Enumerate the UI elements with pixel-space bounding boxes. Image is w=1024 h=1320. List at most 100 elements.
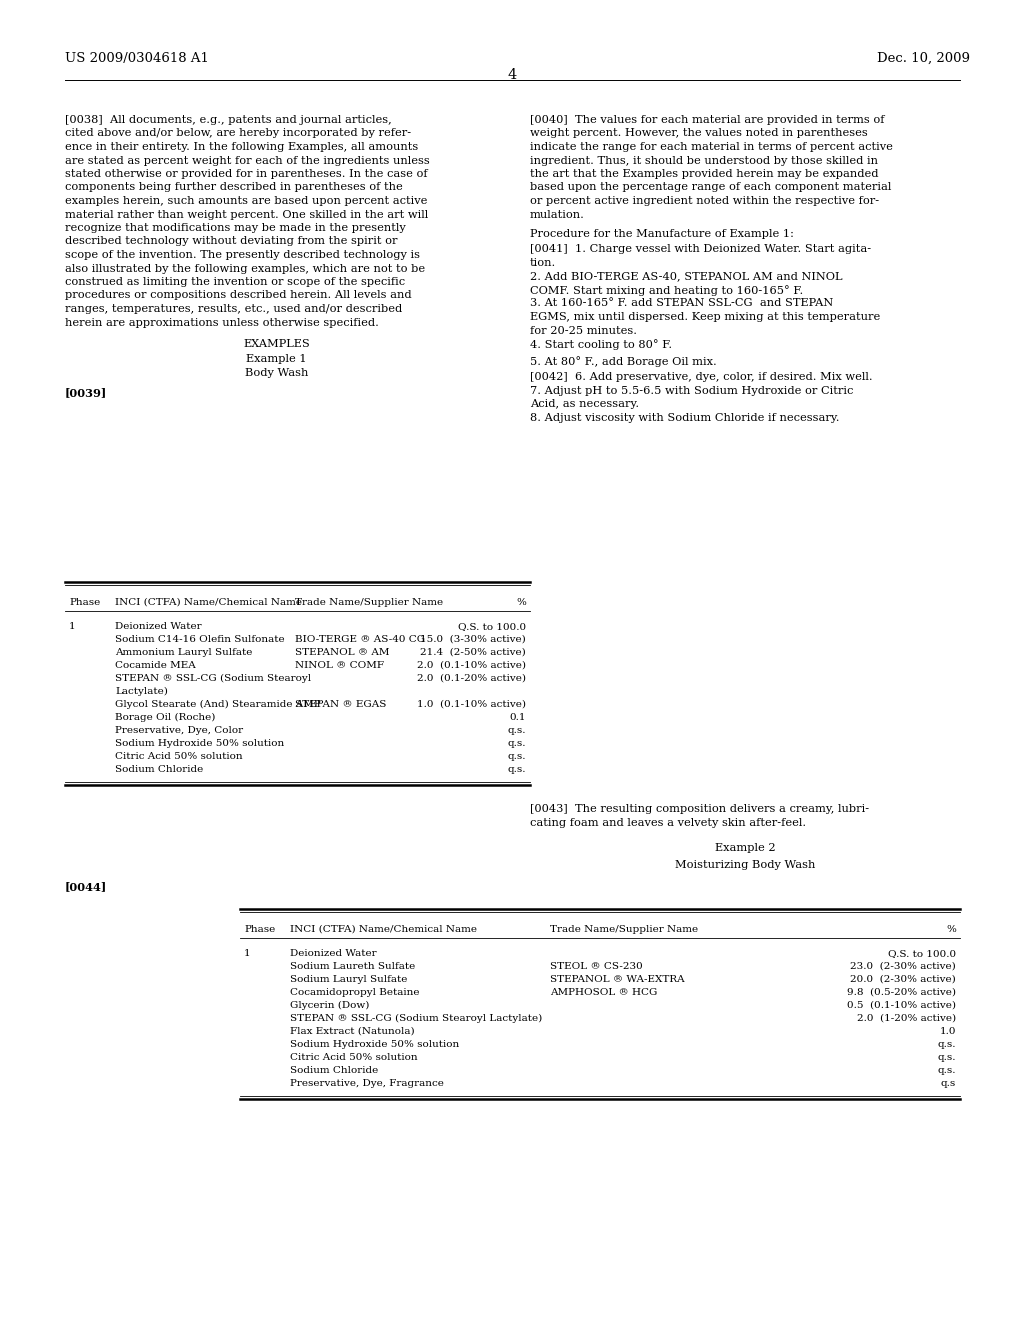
Text: q.s.: q.s.	[508, 726, 526, 735]
Text: Phase: Phase	[244, 925, 275, 935]
Text: mulation.: mulation.	[530, 210, 585, 219]
Text: Sodium Lauryl Sulfate: Sodium Lauryl Sulfate	[290, 975, 408, 983]
Text: Example 2: Example 2	[715, 843, 775, 853]
Text: INCI (CTFA) Name/Chemical Name: INCI (CTFA) Name/Chemical Name	[290, 925, 477, 935]
Text: Sodium Chloride: Sodium Chloride	[290, 1067, 378, 1074]
Text: q.s.: q.s.	[938, 1040, 956, 1049]
Text: Sodium Laureth Sulfate: Sodium Laureth Sulfate	[290, 962, 416, 972]
Text: Cocamidopropyl Betaine: Cocamidopropyl Betaine	[290, 987, 420, 997]
Text: 2.0  (0.1-20% active): 2.0 (0.1-20% active)	[417, 675, 526, 682]
Text: construed as limiting the invention or scope of the specific: construed as limiting the invention or s…	[65, 277, 406, 286]
Text: 23.0  (2-30% active): 23.0 (2-30% active)	[850, 962, 956, 972]
Text: [0043]  The resulting composition delivers a creamy, lubri-: [0043] The resulting composition deliver…	[530, 804, 869, 814]
Text: cating foam and leaves a velvety skin after-feel.: cating foam and leaves a velvety skin af…	[530, 817, 806, 828]
Text: %: %	[946, 925, 956, 935]
Text: Sodium Chloride: Sodium Chloride	[115, 766, 203, 774]
Text: q.s.: q.s.	[938, 1053, 956, 1063]
Text: herein are approximations unless otherwise specified.: herein are approximations unless otherwi…	[65, 318, 379, 327]
Text: 4: 4	[507, 69, 517, 82]
Text: STEPAN ® EGAS: STEPAN ® EGAS	[295, 700, 386, 709]
Text: Sodium Hydroxide 50% solution: Sodium Hydroxide 50% solution	[115, 739, 285, 748]
Text: material rather than weight percent. One skilled in the art will: material rather than weight percent. One…	[65, 210, 428, 219]
Text: 15.0  (3-30% active): 15.0 (3-30% active)	[420, 635, 526, 644]
Text: Example 1: Example 1	[246, 354, 307, 363]
Text: procedures or compositions described herein. All levels and: procedures or compositions described her…	[65, 290, 412, 301]
Text: [0044]: [0044]	[65, 880, 108, 892]
Text: STEPAN ® SSL-CG (Sodium Stearoyl: STEPAN ® SSL-CG (Sodium Stearoyl	[115, 675, 311, 684]
Text: 9.8  (0.5-20% active): 9.8 (0.5-20% active)	[847, 987, 956, 997]
Text: Dec. 10, 2009: Dec. 10, 2009	[877, 51, 970, 65]
Text: [0040]  The values for each material are provided in terms of: [0040] The values for each material are …	[530, 115, 885, 125]
Text: EXAMPLES: EXAMPLES	[243, 339, 310, 348]
Text: Body Wash: Body Wash	[245, 368, 308, 378]
Text: the art that the Examples provided herein may be expanded: the art that the Examples provided herei…	[530, 169, 879, 180]
Text: are stated as percent weight for each of the ingredients unless: are stated as percent weight for each of…	[65, 156, 430, 165]
Text: 0.5  (0.1-10% active): 0.5 (0.1-10% active)	[847, 1001, 956, 1010]
Text: ence in their entirety. In the following Examples, all amounts: ence in their entirety. In the following…	[65, 143, 418, 152]
Text: Ammonium Lauryl Sulfate: Ammonium Lauryl Sulfate	[115, 648, 252, 657]
Text: 0.1: 0.1	[510, 713, 526, 722]
Text: [0039]: [0039]	[65, 388, 108, 399]
Text: NINOL ® COMF: NINOL ® COMF	[295, 661, 384, 671]
Text: q.s: q.s	[941, 1078, 956, 1088]
Text: Moisturizing Body Wash: Moisturizing Body Wash	[675, 859, 815, 870]
Text: Acid, as necessary.: Acid, as necessary.	[530, 399, 639, 409]
Text: Q.S. to 100.0: Q.S. to 100.0	[458, 622, 526, 631]
Text: 5. At 80° F., add Borage Oil mix.: 5. At 80° F., add Borage Oil mix.	[530, 356, 717, 367]
Text: stated otherwise or provided for in parentheses. In the case of: stated otherwise or provided for in pare…	[65, 169, 428, 180]
Text: q.s.: q.s.	[508, 739, 526, 748]
Text: recognize that modifications may be made in the presently: recognize that modifications may be made…	[65, 223, 406, 234]
Text: COMF. Start mixing and heating to 160-165° F.: COMF. Start mixing and heating to 160-16…	[530, 285, 803, 296]
Text: Trade Name/Supplier Name: Trade Name/Supplier Name	[550, 925, 698, 935]
Text: AMPHOSOL ® HCG: AMPHOSOL ® HCG	[550, 987, 657, 997]
Text: 1: 1	[244, 949, 251, 958]
Text: Glycerin (Dow): Glycerin (Dow)	[290, 1001, 370, 1010]
Text: Citric Acid 50% solution: Citric Acid 50% solution	[290, 1053, 418, 1063]
Text: Procedure for the Manufacture of Example 1:: Procedure for the Manufacture of Example…	[530, 228, 794, 239]
Text: EGMS, mix until dispersed. Keep mixing at this temperature: EGMS, mix until dispersed. Keep mixing a…	[530, 312, 881, 322]
Text: Trade Name/Supplier Name: Trade Name/Supplier Name	[295, 598, 443, 607]
Text: Preservative, Dye, Color: Preservative, Dye, Color	[115, 726, 243, 735]
Text: 4. Start cooling to 80° F.: 4. Start cooling to 80° F.	[530, 339, 672, 350]
Text: q.s.: q.s.	[508, 766, 526, 774]
Text: [0041]  1. Charge vessel with Deionized Water. Start agita-: [0041] 1. Charge vessel with Deionized W…	[530, 244, 871, 255]
Text: scope of the invention. The presently described technology is: scope of the invention. The presently de…	[65, 249, 420, 260]
Text: examples herein, such amounts are based upon percent active: examples herein, such amounts are based …	[65, 195, 427, 206]
Text: tion.: tion.	[530, 257, 556, 268]
Text: %: %	[516, 598, 526, 607]
Text: indicate the range for each material in terms of percent active: indicate the range for each material in …	[530, 143, 893, 152]
Text: Cocamide MEA: Cocamide MEA	[115, 661, 196, 671]
Text: Citric Acid 50% solution: Citric Acid 50% solution	[115, 752, 243, 762]
Text: cited above and/or below, are hereby incorporated by refer-: cited above and/or below, are hereby inc…	[65, 128, 411, 139]
Text: q.s.: q.s.	[938, 1067, 956, 1074]
Text: Sodium Hydroxide 50% solution: Sodium Hydroxide 50% solution	[290, 1040, 459, 1049]
Text: 1.0: 1.0	[939, 1027, 956, 1036]
Text: 3. At 160-165° F. add STEPAN SSL-CG  and STEPAN: 3. At 160-165° F. add STEPAN SSL-CG and …	[530, 298, 834, 309]
Text: 1.0  (0.1-10% active): 1.0 (0.1-10% active)	[417, 700, 526, 709]
Text: INCI (CTFA) Name/Chemical Name: INCI (CTFA) Name/Chemical Name	[115, 598, 302, 607]
Text: Lactylate): Lactylate)	[115, 686, 168, 696]
Text: STEPAN ® SSL-CG (Sodium Stearoyl Lactylate): STEPAN ® SSL-CG (Sodium Stearoyl Lactyla…	[290, 1014, 543, 1023]
Text: US 2009/0304618 A1: US 2009/0304618 A1	[65, 51, 209, 65]
Text: [0042]  6. Add preservative, dye, color, if desired. Mix well.: [0042] 6. Add preservative, dye, color, …	[530, 372, 872, 381]
Text: Q.S. to 100.0: Q.S. to 100.0	[888, 949, 956, 958]
Text: or percent active ingredient noted within the respective for-: or percent active ingredient noted withi…	[530, 195, 880, 206]
Text: components being further described in parentheses of the: components being further described in pa…	[65, 182, 402, 193]
Text: for 20-25 minutes.: for 20-25 minutes.	[530, 326, 637, 335]
Text: ingredient. Thus, it should be understood by those skilled in: ingredient. Thus, it should be understoo…	[530, 156, 878, 165]
Text: Glycol Stearate (And) Stearamide AMP: Glycol Stearate (And) Stearamide AMP	[115, 700, 321, 709]
Text: 2.0  (0.1-10% active): 2.0 (0.1-10% active)	[417, 661, 526, 671]
Text: BIO-TERGE ® AS-40 CG: BIO-TERGE ® AS-40 CG	[295, 635, 425, 644]
Text: Deionized Water: Deionized Water	[115, 622, 202, 631]
Text: Borage Oil (Roche): Borage Oil (Roche)	[115, 713, 215, 722]
Text: Sodium C14-16 Olefin Sulfonate: Sodium C14-16 Olefin Sulfonate	[115, 635, 285, 644]
Text: ranges, temperatures, results, etc., used and/or described: ranges, temperatures, results, etc., use…	[65, 304, 402, 314]
Text: also illustrated by the following examples, which are not to be: also illustrated by the following exampl…	[65, 264, 425, 273]
Text: 1: 1	[69, 622, 76, 631]
Text: 7. Adjust pH to 5.5-6.5 with Sodium Hydroxide or Citric: 7. Adjust pH to 5.5-6.5 with Sodium Hydr…	[530, 385, 853, 396]
Text: STEOL ® CS-230: STEOL ® CS-230	[550, 962, 643, 972]
Text: STEPANOL ® AM: STEPANOL ® AM	[295, 648, 389, 657]
Text: described technology without deviating from the spirit or: described technology without deviating f…	[65, 236, 397, 247]
Text: 2.0  (1-20% active): 2.0 (1-20% active)	[857, 1014, 956, 1023]
Text: Flax Extract (Natunola): Flax Extract (Natunola)	[290, 1027, 415, 1036]
